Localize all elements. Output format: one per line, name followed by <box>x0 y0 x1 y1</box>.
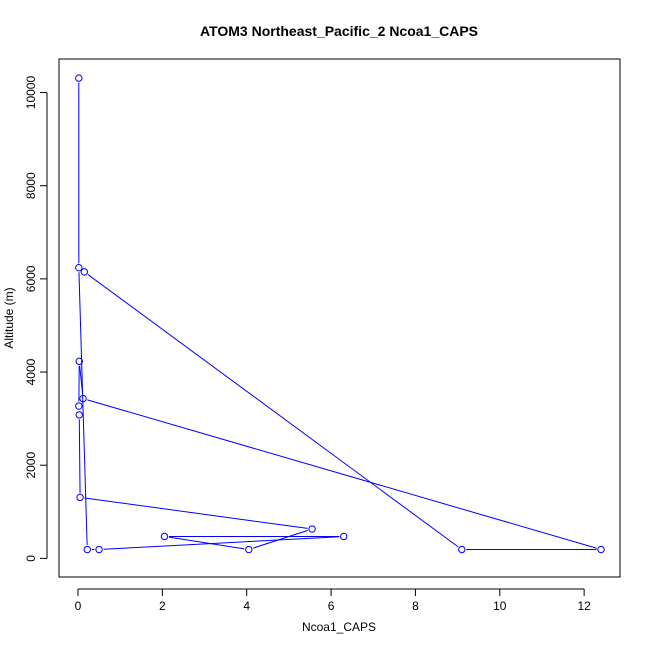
series-segment <box>78 272 88 546</box>
data-point <box>308 525 316 533</box>
data-point <box>79 394 87 403</box>
data-point <box>245 545 253 554</box>
x-tick-label: 8 <box>412 599 419 613</box>
data-point <box>75 74 83 82</box>
series-segment <box>168 536 245 550</box>
series-segment <box>79 365 84 395</box>
data-point <box>458 545 466 554</box>
x-tick-label: 6 <box>328 599 335 613</box>
data-point <box>75 411 83 419</box>
data-point <box>80 268 89 276</box>
y-tick-label: 10000 <box>24 76 38 110</box>
data-point <box>160 532 169 541</box>
data-point <box>75 263 83 272</box>
y-tick-label: 6000 <box>24 265 38 292</box>
y-axis-label: Altitude (m) <box>2 287 16 348</box>
series-segment <box>87 399 597 549</box>
series-segment <box>87 274 459 548</box>
series-segment <box>78 419 81 493</box>
x-axis-label: Ncoa1_CAPS <box>302 620 376 634</box>
plot-area <box>75 74 605 554</box>
x-tick-label: 10 <box>493 599 507 613</box>
chart-title: ATOM3 Northeast_Pacific_2 Ncoa1_CAPS <box>200 23 478 39</box>
x-tick-label: 4 <box>243 599 250 613</box>
y-tick-label: 4000 <box>24 358 38 385</box>
x-tick-label: 12 <box>577 599 591 613</box>
data-point <box>75 402 83 410</box>
series-segment <box>103 536 340 550</box>
y-tick-label: 2000 <box>24 452 38 479</box>
plot-frame <box>58 58 621 578</box>
data-point <box>340 532 348 541</box>
x-axis: 0 2 4 6 8 10 12 <box>75 588 591 613</box>
data-point <box>75 357 83 366</box>
series-segment <box>252 529 308 549</box>
x-tick-label: 0 <box>75 599 82 613</box>
y-axis: 0 2000 4000 6000 8000 10000 <box>24 76 48 562</box>
data-point <box>76 493 84 502</box>
series-segment <box>84 497 308 529</box>
data-point <box>597 545 605 554</box>
data-point <box>95 545 103 554</box>
x-tick-label: 2 <box>159 599 166 613</box>
y-tick-label: 0 <box>24 555 38 562</box>
y-tick-label: 8000 <box>24 172 38 199</box>
data-point <box>83 545 91 554</box>
